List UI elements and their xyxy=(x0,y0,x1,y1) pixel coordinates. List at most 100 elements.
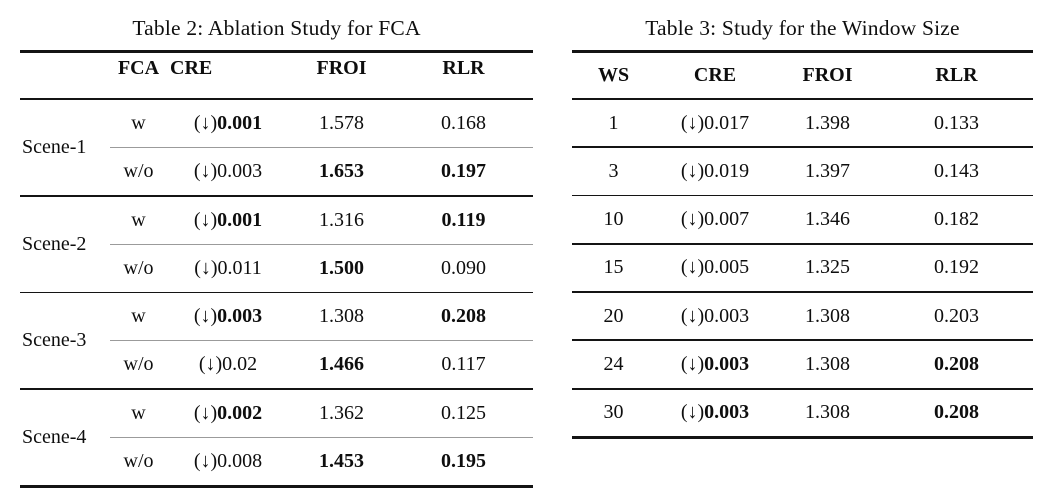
cre-value: 0.019 xyxy=(704,159,750,182)
scene-group: Scene-4 w (↓)0.002 1.362 0.125 w/o (↓)0.… xyxy=(20,390,533,485)
table-row: 3 (↓)0.019 1.397 0.143 xyxy=(572,148,1033,195)
cell-cre: (↓)0.017 xyxy=(655,112,775,135)
cre-value: 0.007 xyxy=(704,208,750,231)
divider xyxy=(20,291,533,294)
table2-caption: Table 2: Ablation Study for FCA xyxy=(132,15,421,40)
cell-froi: 1.362 xyxy=(319,402,364,425)
cell-froi: 1.308 xyxy=(805,353,850,376)
divider xyxy=(572,50,1033,53)
table-row: 30 (↓)0.003 1.308 0.208 xyxy=(572,390,1033,437)
cell-fca: w xyxy=(131,208,146,231)
header-froi: FROI xyxy=(316,56,367,79)
header-froi: FROI xyxy=(802,64,853,86)
cell-cre: (↓)0.003 xyxy=(655,305,775,328)
down-arrow: (↓) xyxy=(193,159,218,182)
table-3: Table 3: Study for the Window Size WS CR… xyxy=(572,6,1033,440)
cell-fca: w xyxy=(131,111,146,134)
divider xyxy=(572,291,1033,293)
cell-froi: 1.578 xyxy=(319,111,364,134)
divider xyxy=(20,50,533,53)
cell-fca: w xyxy=(131,305,146,328)
cell-cre: (↓)0.003 xyxy=(655,353,775,376)
down-arrow: (↓) xyxy=(193,402,218,425)
cell-rlr: 0.208 xyxy=(934,353,979,376)
cre-value: 0.001 xyxy=(217,111,263,134)
down-arrow: (↓) xyxy=(198,353,223,376)
down-arrow: (↓) xyxy=(680,256,705,279)
table-row: 24 (↓)0.003 1.308 0.208 xyxy=(572,341,1033,388)
divider xyxy=(572,194,1033,197)
cell-ws: 3 xyxy=(608,159,619,182)
table-row: 15 (↓)0.005 1.325 0.192 xyxy=(572,245,1033,292)
divider xyxy=(20,98,533,100)
cell-cre: (↓)0.011 xyxy=(167,257,289,280)
cell-cre: (↓)0.019 xyxy=(655,160,775,183)
cre-value: 0.005 xyxy=(704,256,750,279)
down-arrow: (↓) xyxy=(680,159,705,182)
down-arrow: (↓) xyxy=(680,304,705,327)
cell-rlr: 0.192 xyxy=(934,256,979,279)
divider xyxy=(20,485,533,489)
down-arrow: (↓) xyxy=(680,353,705,376)
cell-rlr: 0.133 xyxy=(934,111,979,134)
scene-group: Scene-1 w (↓)0.001 1.578 0.168 w/o (↓)0.… xyxy=(20,100,533,195)
cell-rlr: 0.208 xyxy=(441,305,486,328)
inner-divider xyxy=(110,243,533,245)
down-arrow: (↓) xyxy=(680,401,705,424)
cell-rlr: 0.117 xyxy=(441,353,486,376)
cell-rlr: 0.125 xyxy=(441,402,486,425)
divider xyxy=(572,146,1033,149)
divider xyxy=(572,98,1033,100)
down-arrow: (↓) xyxy=(193,208,218,231)
table-2: Table 2: Ablation Study for FCA FCA CRE … xyxy=(20,6,533,489)
inner-divider xyxy=(110,146,533,148)
cell-froi: 1.308 xyxy=(805,304,850,327)
table-row: 1 (↓)0.017 1.398 0.133 xyxy=(572,100,1033,147)
cell-scene: Scene-4 xyxy=(22,426,87,449)
cell-rlr: 0.203 xyxy=(934,304,979,327)
down-arrow: (↓) xyxy=(193,111,218,134)
cre-value: 0.008 xyxy=(217,450,263,473)
cell-cre: (↓)0.001 xyxy=(167,209,289,232)
cre-value: 0.003 xyxy=(704,401,750,424)
cell-froi: 1.325 xyxy=(805,256,850,279)
cell-fca: w/o xyxy=(123,353,154,376)
cell-scene: Scene-3 xyxy=(22,329,87,352)
cell-froi: 1.308 xyxy=(805,401,850,424)
cell-scene: Scene-2 xyxy=(22,232,87,255)
inner-divider xyxy=(110,340,533,342)
cell-froi: 1.398 xyxy=(805,111,850,134)
cell-rlr: 0.119 xyxy=(441,208,486,231)
cell-ws: 15 xyxy=(603,256,624,279)
cell-froi: 1.653 xyxy=(319,159,364,182)
down-arrow: (↓) xyxy=(193,305,218,328)
cell-rlr: 0.143 xyxy=(934,159,979,182)
scene-group: Scene-3 w (↓)0.003 1.308 0.208 w/o (↓)0.… xyxy=(20,293,533,388)
cre-value: 0.001 xyxy=(217,208,263,231)
cell-fca: w/o xyxy=(123,159,154,182)
table3-caption: Table 3: Study for the Window Size xyxy=(645,15,960,40)
inner-divider xyxy=(110,437,533,439)
cell-froi: 1.346 xyxy=(805,208,850,231)
cell-froi: 1.316 xyxy=(319,208,364,231)
cre-value: 0.002 xyxy=(217,402,263,425)
cell-cre: (↓)0.003 xyxy=(167,160,289,183)
cell-rlr: 0.090 xyxy=(441,256,486,279)
cre-value: 0.003 xyxy=(704,304,750,327)
cell-ws: 30 xyxy=(603,401,624,424)
divider xyxy=(20,388,533,391)
table2-header-row: FCA CRE FROI RLR xyxy=(20,53,533,98)
cre-value: 0.017 xyxy=(704,111,750,134)
divider xyxy=(20,194,533,197)
cell-cre: (↓)0.001 xyxy=(167,112,289,135)
cell-cre: (↓)0.02 xyxy=(167,353,289,376)
cell-rlr: 0.168 xyxy=(441,111,486,134)
header-ws: WS xyxy=(597,64,630,86)
divider xyxy=(572,242,1033,245)
cell-cre: (↓)0.007 xyxy=(655,208,775,231)
cre-value: 0.003 xyxy=(217,159,263,182)
header-fca: FCA xyxy=(117,56,160,79)
cell-fca: w/o xyxy=(123,256,154,279)
cell-froi: 1.308 xyxy=(319,305,364,328)
cell-rlr: 0.208 xyxy=(934,401,979,424)
